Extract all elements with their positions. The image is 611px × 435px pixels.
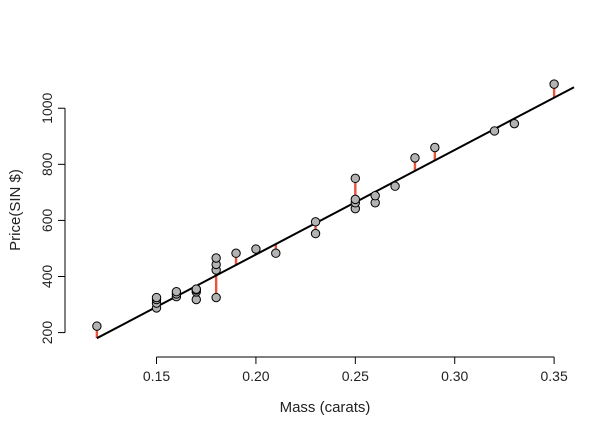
data-point-11 xyxy=(191,284,201,294)
data-point-18 xyxy=(271,248,281,258)
y-tick-label-1: 400 xyxy=(39,265,55,289)
y-tick-label-4: 1000 xyxy=(39,92,55,123)
x-tick-label-1: 0.20 xyxy=(242,368,269,384)
data-point-17 xyxy=(251,244,261,254)
y-axis-ticks: 200 400 600 800 1000 xyxy=(39,92,65,344)
data-point-28 xyxy=(410,153,420,163)
residual-lines xyxy=(95,84,556,339)
y-tick-label-3: 800 xyxy=(39,152,55,176)
data-point-7 xyxy=(171,286,182,297)
data-point-32 xyxy=(549,79,559,89)
x-tick-label-0: 0.15 xyxy=(143,368,170,384)
data-point-12 xyxy=(211,292,221,303)
x-tick-label-3: 0.30 xyxy=(441,368,468,384)
data-point-19 xyxy=(310,228,321,239)
data-point-30 xyxy=(489,126,500,136)
data-point-29 xyxy=(430,142,440,153)
x-tick-label-2: 0.25 xyxy=(342,368,369,384)
data-point-15 xyxy=(211,253,221,263)
data-point-23 xyxy=(350,194,361,205)
data-point-31 xyxy=(509,118,520,129)
y-axis-title: Price(SIN $) xyxy=(7,169,24,251)
data-point-27 xyxy=(390,181,400,191)
data-point-4 xyxy=(151,292,162,303)
regression-line xyxy=(96,86,575,340)
x-axis-title: Mass (carats) xyxy=(280,399,371,416)
data-point-24 xyxy=(350,173,361,184)
y-tick-label-2: 600 xyxy=(39,209,55,233)
data-point-16 xyxy=(231,248,241,258)
x-tick-label-4: 0.35 xyxy=(540,368,567,384)
data-points xyxy=(92,79,559,331)
data-point-0 xyxy=(92,321,102,331)
x-axis-ticks: 0.15 0.20 0.25 0.30 0.35 xyxy=(143,357,568,384)
data-point-26 xyxy=(370,191,380,201)
data-point-20 xyxy=(310,217,321,227)
y-tick-label-0: 200 xyxy=(39,321,55,345)
